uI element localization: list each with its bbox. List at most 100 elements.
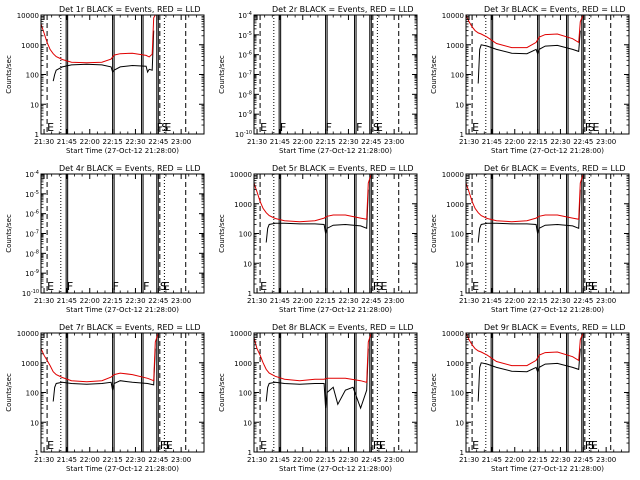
interval-marker-label: F (585, 280, 591, 293)
x-axis-label: Start Time (27-Oct-12 21:28:00) (491, 147, 604, 155)
y-tick-label: 1 (248, 290, 252, 298)
x-tick-label: 22:15 (316, 138, 336, 146)
x-tick-label: 21:45 (57, 456, 77, 464)
x-tick-label: 22:00 (80, 456, 100, 464)
x-tick-label: 21:45 (270, 456, 290, 464)
x-tick-label: 22:15 (103, 138, 123, 146)
x-tick-label: 22:15 (316, 456, 336, 464)
y-axis-label: Counts/sec (5, 373, 13, 412)
x-tick-label: 22:15 (103, 297, 123, 305)
plot-frame (465, 14, 630, 135)
y-tick-label: 1000 (446, 360, 464, 368)
x-tick-label: 22:15 (316, 297, 336, 305)
interval-marker-label: F (280, 121, 286, 134)
interval-marker-label: E (592, 121, 599, 134)
x-tick-label: 23:00 (384, 456, 404, 464)
y-tick-label: 10-9 (238, 110, 252, 119)
y-tick-label: 10 (243, 260, 252, 268)
y-tick-label: 1000 (234, 360, 252, 368)
x-tick-label: 22:00 (505, 297, 525, 305)
x-tick-label: 22:30 (125, 297, 145, 305)
y-tick-label: 1 (35, 131, 39, 139)
y-tick-label: 10-10 (22, 289, 39, 298)
interval-marker-label: S (163, 439, 170, 452)
interval-marker-label: E (591, 280, 598, 293)
x-tick-label: 22:45 (361, 297, 381, 305)
panel-title: Det 5r BLACK = Events, RED = LLD (272, 164, 414, 173)
panel-title: Det 7r BLACK = Events, RED = LLD (59, 323, 201, 332)
x-axis-label: Start Time (27-Oct-12 21:28:00) (279, 465, 392, 473)
y-axis-label: Counts/sec (430, 373, 438, 412)
x-tick-label: 22:45 (361, 138, 381, 146)
y-tick-label: 10-10 (235, 130, 252, 139)
x-tick-label: 22:00 (80, 138, 100, 146)
y-tick-label: 10-9 (25, 269, 39, 278)
y-tick-label: 10000 (17, 12, 39, 20)
y-tick-label: 10 (455, 101, 464, 109)
y-tick-label: 1000 (446, 201, 464, 209)
interval-marker-label: E (164, 121, 171, 134)
y-tick-label: 10 (455, 260, 464, 268)
x-tick-label: 22:45 (573, 138, 593, 146)
y-tick-label: 10 (30, 101, 39, 109)
interval-marker-label: S (376, 280, 383, 293)
interval-marker-label: S (160, 280, 167, 293)
interval-marker-label: F (585, 121, 591, 134)
x-axis-label: Start Time (27-Oct-12 21:28:00) (279, 147, 392, 155)
y-tick-label: 10 (243, 419, 252, 427)
interval-marker-label: F (373, 439, 379, 452)
events-series-line (477, 30, 581, 84)
y-tick-label: 10000 (17, 330, 39, 338)
y-tick-label: 1000 (234, 201, 252, 209)
lld-series-line (465, 14, 584, 49)
y-tick-label: 10 (30, 419, 39, 427)
interval-marker-label: F (160, 439, 166, 452)
x-tick-label: 22:00 (505, 456, 525, 464)
interval-marker-label: S (161, 121, 168, 134)
y-tick-label: 1 (248, 449, 252, 457)
panel-title: Det 4r BLACK = Events, RED = LLD (59, 164, 201, 173)
x-tick-label: 23:00 (384, 138, 404, 146)
interval-marker-label: F (585, 439, 591, 452)
y-tick-label: 10 (455, 419, 464, 427)
x-axis-label: Start Time (27-Oct-12 21:28:00) (66, 306, 179, 314)
y-tick-label: 10-7 (25, 230, 39, 239)
interval-marker-label: S (376, 439, 383, 452)
y-tick-label: 10-6 (238, 51, 252, 60)
y-axis-label: Counts/sec (430, 55, 438, 94)
x-tick-label: 21:45 (270, 138, 290, 146)
events-series-line (52, 30, 155, 82)
y-tick-label: 100 (239, 390, 252, 398)
interval-marker-label: E (380, 280, 387, 293)
interval-marker-label: F (143, 280, 149, 293)
x-tick-label: 22:00 (80, 297, 100, 305)
y-tick-label: 10-7 (238, 71, 252, 80)
interval-marker-label: E (260, 280, 267, 293)
lld-series-line (253, 332, 372, 383)
y-tick-label: 10-8 (25, 249, 39, 258)
interval-marker-label: S (588, 121, 595, 134)
y-tick-label: 10000 (442, 12, 464, 20)
interval-marker-label: E (47, 121, 54, 134)
plot-frame (465, 332, 630, 453)
x-tick-label: 21:45 (57, 297, 77, 305)
y-axis-label: Counts/sec (218, 55, 226, 94)
y-tick-label: 10-5 (238, 31, 252, 40)
interval-marker-label: E (376, 121, 383, 134)
x-tick-label: 21:30 (459, 138, 479, 146)
y-tick-label: 10000 (442, 171, 464, 179)
plot-frame (465, 173, 630, 294)
x-tick-label: 21:30 (459, 297, 479, 305)
interval-marker-label: E (379, 439, 386, 452)
lld-series-line (40, 332, 159, 383)
interval-marker-label: E (260, 121, 267, 134)
interval-marker-label: S (588, 439, 595, 452)
